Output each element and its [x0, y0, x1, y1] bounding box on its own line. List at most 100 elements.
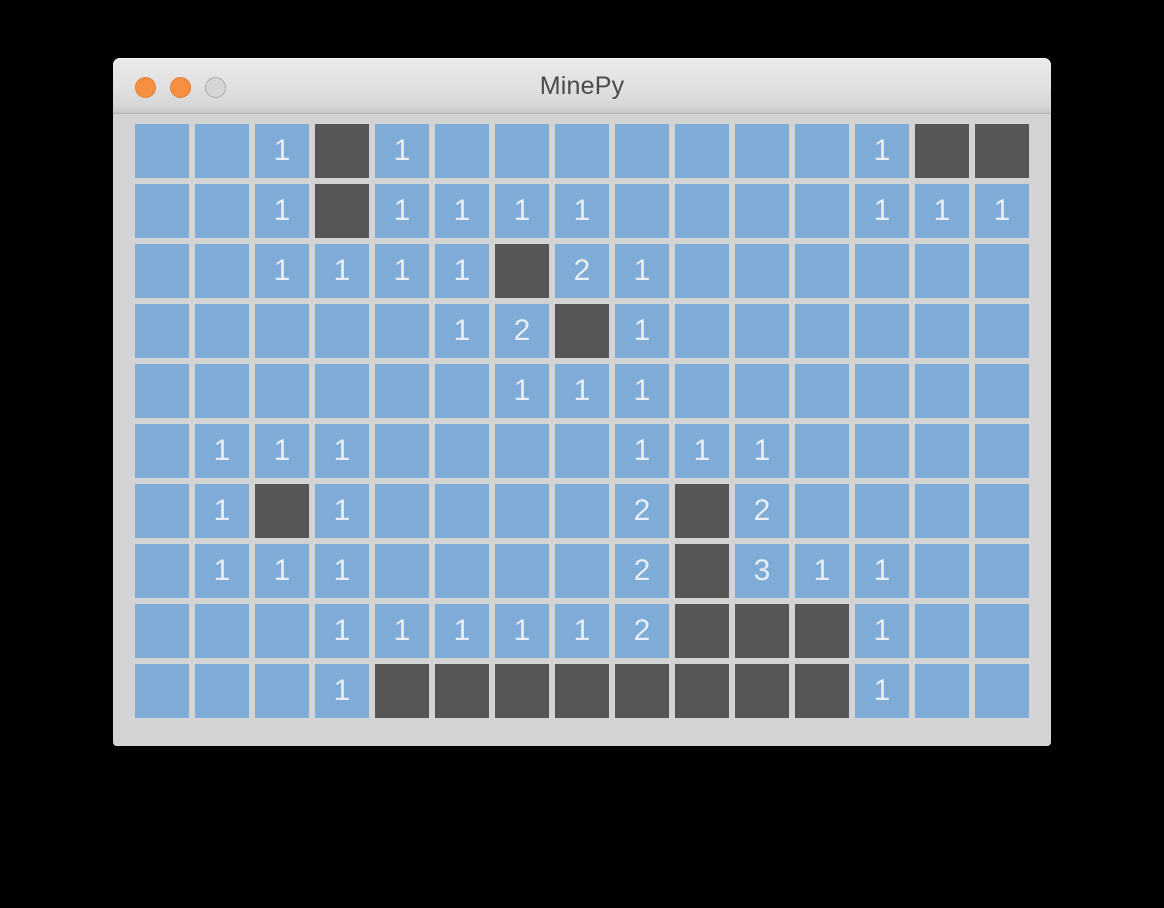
cell-number-r10-c4[interactable]: 1 [315, 664, 369, 718]
cell-mine-r10-c6[interactable] [435, 664, 489, 718]
cell-empty-r5-c11[interactable] [735, 364, 789, 418]
cell-mine-r9-c11[interactable] [735, 604, 789, 658]
cell-empty-r3-c10[interactable] [675, 244, 729, 298]
cell-mine-r3-c7[interactable] [495, 244, 549, 298]
cell-empty-r2-c9[interactable] [615, 184, 669, 238]
cell-empty-r8-c1[interactable] [135, 544, 189, 598]
cell-empty-r10-c15[interactable] [975, 664, 1029, 718]
window-titlebar[interactable]: MinePy [113, 58, 1051, 114]
cell-number-r5-c8[interactable]: 1 [555, 364, 609, 418]
cell-empty-r5-c4[interactable] [315, 364, 369, 418]
cell-number-r3-c5[interactable]: 1 [375, 244, 429, 298]
cell-empty-r9-c1[interactable] [135, 604, 189, 658]
cell-number-r6-c10[interactable]: 1 [675, 424, 729, 478]
cell-empty-r8-c7[interactable] [495, 544, 549, 598]
cell-empty-r2-c1[interactable] [135, 184, 189, 238]
cell-number-r7-c4[interactable]: 1 [315, 484, 369, 538]
cell-empty-r7-c7[interactable] [495, 484, 549, 538]
cell-number-r9-c9[interactable]: 2 [615, 604, 669, 658]
cell-empty-r2-c11[interactable] [735, 184, 789, 238]
cell-number-r8-c11[interactable]: 3 [735, 544, 789, 598]
cell-empty-r4-c10[interactable] [675, 304, 729, 358]
cell-number-r5-c9[interactable]: 1 [615, 364, 669, 418]
cell-number-r2-c3[interactable]: 1 [255, 184, 309, 238]
cell-empty-r8-c15[interactable] [975, 544, 1029, 598]
cell-empty-r6-c13[interactable] [855, 424, 909, 478]
cell-empty-r7-c1[interactable] [135, 484, 189, 538]
cell-empty-r5-c6[interactable] [435, 364, 489, 418]
cell-empty-r1-c1[interactable] [135, 124, 189, 178]
zoom-button[interactable] [205, 76, 226, 98]
cell-empty-r3-c14[interactable] [915, 244, 969, 298]
cell-empty-r4-c4[interactable] [315, 304, 369, 358]
cell-empty-r5-c10[interactable] [675, 364, 729, 418]
cell-empty-r1-c10[interactable] [675, 124, 729, 178]
cell-empty-r5-c15[interactable] [975, 364, 1029, 418]
cell-empty-r6-c14[interactable] [915, 424, 969, 478]
cell-mine-r10-c10[interactable] [675, 664, 729, 718]
cell-empty-r4-c3[interactable] [255, 304, 309, 358]
cell-empty-r1-c11[interactable] [735, 124, 789, 178]
cell-empty-r8-c8[interactable] [555, 544, 609, 598]
cell-empty-r4-c11[interactable] [735, 304, 789, 358]
cell-number-r6-c2[interactable]: 1 [195, 424, 249, 478]
cell-empty-r2-c12[interactable] [795, 184, 849, 238]
cell-empty-r4-c2[interactable] [195, 304, 249, 358]
cell-number-r9-c13[interactable]: 1 [855, 604, 909, 658]
cell-number-r8-c13[interactable]: 1 [855, 544, 909, 598]
cell-empty-r6-c6[interactable] [435, 424, 489, 478]
cell-empty-r7-c5[interactable] [375, 484, 429, 538]
cell-empty-r10-c1[interactable] [135, 664, 189, 718]
cell-number-r8-c2[interactable]: 1 [195, 544, 249, 598]
cell-empty-r7-c8[interactable] [555, 484, 609, 538]
cell-mine-r7-c3[interactable] [255, 484, 309, 538]
cell-empty-r7-c13[interactable] [855, 484, 909, 538]
cell-mine-r10-c5[interactable] [375, 664, 429, 718]
cell-empty-r4-c15[interactable] [975, 304, 1029, 358]
cell-empty-r6-c15[interactable] [975, 424, 1029, 478]
cell-empty-r7-c15[interactable] [975, 484, 1029, 538]
cell-number-r7-c2[interactable]: 1 [195, 484, 249, 538]
cell-number-r3-c8[interactable]: 2 [555, 244, 609, 298]
cell-empty-r3-c1[interactable] [135, 244, 189, 298]
cell-empty-r1-c7[interactable] [495, 124, 549, 178]
cell-mine-r9-c10[interactable] [675, 604, 729, 658]
cell-empty-r10-c2[interactable] [195, 664, 249, 718]
cell-mine-r8-c10[interactable] [675, 544, 729, 598]
cell-empty-r5-c5[interactable] [375, 364, 429, 418]
cell-mine-r10-c9[interactable] [615, 664, 669, 718]
cell-empty-r1-c12[interactable] [795, 124, 849, 178]
cell-number-r3-c9[interactable]: 1 [615, 244, 669, 298]
cell-number-r8-c9[interactable]: 2 [615, 544, 669, 598]
cell-number-r8-c12[interactable]: 1 [795, 544, 849, 598]
cell-number-r3-c6[interactable]: 1 [435, 244, 489, 298]
cell-empty-r10-c3[interactable] [255, 664, 309, 718]
cell-empty-r8-c14[interactable] [915, 544, 969, 598]
cell-number-r8-c4[interactable]: 1 [315, 544, 369, 598]
cell-number-r9-c8[interactable]: 1 [555, 604, 609, 658]
cell-empty-r3-c11[interactable] [735, 244, 789, 298]
cell-mine-r1-c4[interactable] [315, 124, 369, 178]
cell-number-r9-c4[interactable]: 1 [315, 604, 369, 658]
cell-number-r2-c6[interactable]: 1 [435, 184, 489, 238]
cell-empty-r8-c6[interactable] [435, 544, 489, 598]
cell-empty-r4-c13[interactable] [855, 304, 909, 358]
cell-mine-r1-c14[interactable] [915, 124, 969, 178]
cell-number-r8-c3[interactable]: 1 [255, 544, 309, 598]
cell-empty-r1-c6[interactable] [435, 124, 489, 178]
cell-empty-r1-c9[interactable] [615, 124, 669, 178]
cell-empty-r3-c15[interactable] [975, 244, 1029, 298]
cell-empty-r8-c5[interactable] [375, 544, 429, 598]
cell-empty-r6-c5[interactable] [375, 424, 429, 478]
cell-empty-r5-c3[interactable] [255, 364, 309, 418]
cell-empty-r4-c14[interactable] [915, 304, 969, 358]
cell-empty-r2-c2[interactable] [195, 184, 249, 238]
cell-number-r9-c5[interactable]: 1 [375, 604, 429, 658]
cell-empty-r6-c8[interactable] [555, 424, 609, 478]
cell-mine-r7-c10[interactable] [675, 484, 729, 538]
cell-empty-r4-c5[interactable] [375, 304, 429, 358]
cell-empty-r7-c6[interactable] [435, 484, 489, 538]
cell-number-r10-c13[interactable]: 1 [855, 664, 909, 718]
cell-number-r7-c9[interactable]: 2 [615, 484, 669, 538]
